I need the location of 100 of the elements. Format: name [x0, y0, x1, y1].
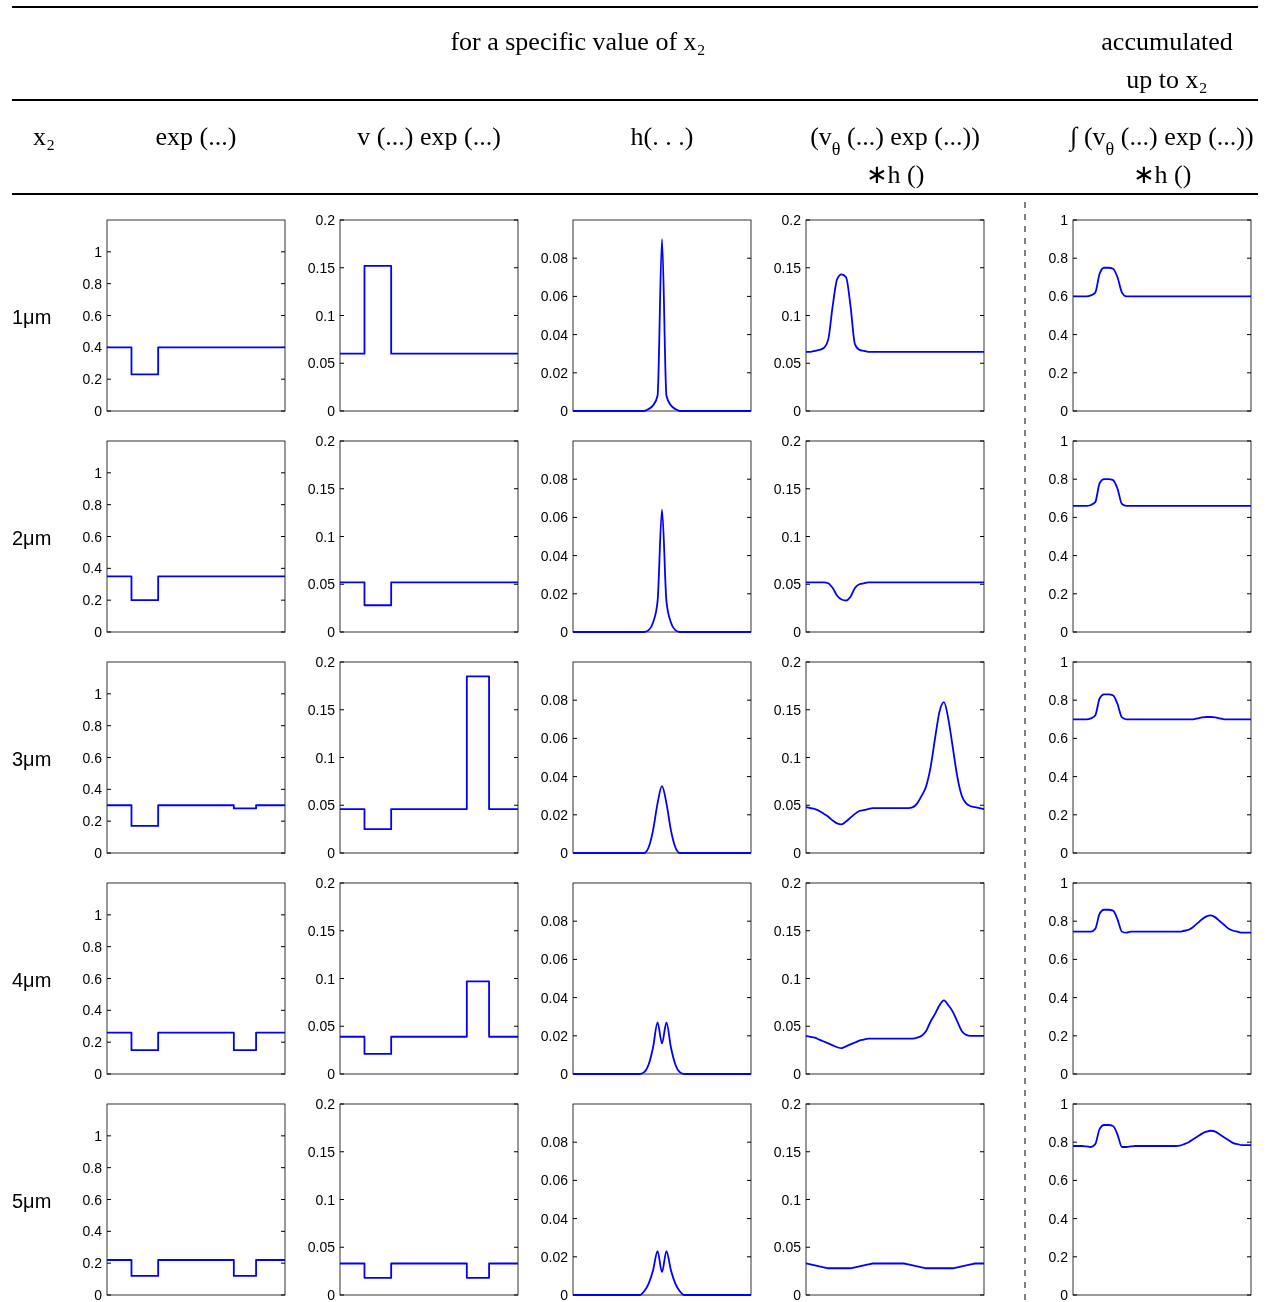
- y-tick-label: 0.2: [82, 1034, 103, 1051]
- y-tick-label: 0.15: [773, 1143, 802, 1160]
- line-series: [1072, 1124, 1252, 1148]
- y-tick-label: 0.8: [1048, 692, 1069, 709]
- y-tick-label: 0.2: [1048, 1248, 1069, 1265]
- y-tick-label: 0: [793, 403, 802, 419]
- y-tick-label: 0.1: [315, 528, 336, 545]
- y-tick-label: 0.6: [82, 749, 103, 766]
- line-series: [805, 999, 985, 1050]
- y-tick-label: 0.8: [1048, 1134, 1069, 1151]
- y-axis-title: 4μm: [12, 968, 52, 991]
- y-tick-label: 0.06: [540, 730, 569, 747]
- y-tick-label: 0.06: [540, 1172, 569, 1189]
- y-tick-label: 0: [793, 1066, 802, 1082]
- y-tick-label: 0.04: [540, 1210, 569, 1227]
- text: for a specific value of x₂: [450, 27, 706, 56]
- y-tick-label: 0: [793, 624, 802, 640]
- y-tick-label: 0.1: [781, 307, 802, 324]
- chart-title: exp (...): [155, 122, 237, 151]
- y-tick-label: 0.4: [82, 1223, 103, 1240]
- y-tick-label: 0.04: [540, 326, 569, 343]
- y-tick-label: 0.02: [540, 585, 569, 602]
- y-tick-label: 0.6: [82, 970, 103, 987]
- y-tick-label: 0: [1060, 624, 1069, 640]
- y-tick-label: 0.15: [773, 922, 802, 939]
- line-series: [572, 1021, 752, 1075]
- chart-title: (v$_{θ}$ (...) exp (...)) ∗h (): [810, 122, 980, 189]
- y-tick-label: 0.1: [781, 1191, 802, 1208]
- y-axis-title: 1μm: [12, 305, 52, 328]
- y-tick-label: 0.2: [315, 212, 336, 228]
- y-tick-label: 1: [1060, 433, 1069, 449]
- y-tick-label: 0.08: [540, 913, 569, 930]
- y-tick-label: 0: [560, 845, 569, 861]
- y-tick-label: 0.8: [82, 275, 103, 292]
- line-series: [572, 238, 752, 412]
- y-tick-label: 1: [94, 906, 103, 923]
- y-tick-label: 0.4: [1048, 1210, 1069, 1227]
- y-axis-title: 3μm: [12, 747, 52, 770]
- y-tick-label: 0.2: [82, 813, 103, 830]
- y-tick-label: 0.4: [82, 1002, 103, 1019]
- y-tick-label: 0: [94, 624, 103, 640]
- y-tick-label: 0.05: [773, 1239, 802, 1256]
- y-tick-label: 0: [94, 845, 103, 861]
- y-tick-label: 0.05: [307, 576, 336, 593]
- line-series: [805, 273, 985, 353]
- y-tick-label: 0: [1060, 1287, 1069, 1302]
- y-tick-label: 0.15: [773, 259, 802, 276]
- y-tick-label: 0.1: [315, 749, 336, 766]
- y-tick-label: 0: [94, 403, 103, 419]
- y-tick-label: 0: [560, 1066, 569, 1082]
- line-series: [805, 701, 985, 826]
- y-tick-label: 0.15: [773, 480, 802, 497]
- y-tick-label: 1: [1060, 875, 1069, 891]
- y-tick-label: 0.4: [1048, 547, 1069, 564]
- y-tick-label: 0.06: [540, 288, 569, 305]
- y-tick-label: 0: [793, 1287, 802, 1302]
- y-tick-label: 0.2: [315, 654, 336, 670]
- y-tick-label: 0.15: [307, 922, 336, 939]
- y-tick-label: 0.2: [82, 1255, 103, 1272]
- y-tick-label: 0: [560, 1287, 569, 1302]
- y-tick-label: 0.4: [82, 560, 103, 577]
- y-tick-label: 0: [560, 624, 569, 640]
- y-tick-label: 1: [94, 685, 103, 702]
- y-tick-label: 0.02: [540, 1027, 569, 1044]
- y-tick-label: 0: [94, 1066, 103, 1082]
- y-tick-label: 0.15: [307, 480, 336, 497]
- y-tick-label: 0.08: [540, 1134, 569, 1151]
- y-tick-label: 0.6: [82, 528, 103, 545]
- y-tick-label: 0.6: [1048, 951, 1069, 968]
- line-series: [1072, 693, 1252, 721]
- y-tick-label: 0: [327, 845, 336, 861]
- y-tick-label: 0.05: [307, 355, 336, 372]
- chart-title: ∫ (v$_{θ}$ (...) exp (...)) ∗h (): [1068, 122, 1254, 189]
- y-tick-label: 0.15: [307, 1143, 336, 1160]
- y-tick-label: 1: [1060, 654, 1069, 670]
- y-tick-label: 1: [94, 1127, 103, 1144]
- y-tick-label: 0.05: [307, 1239, 336, 1256]
- y-tick-label: 0.4: [1048, 326, 1069, 343]
- chart-title: v (...) exp (...): [357, 122, 501, 151]
- y-tick-label: 0.2: [781, 433, 802, 449]
- y-tick-label: 0.6: [82, 1191, 103, 1208]
- y-axis-title: 5μm: [12, 1189, 52, 1212]
- y-tick-label: 0.04: [540, 547, 569, 564]
- y-tick-label: 0.08: [540, 692, 569, 709]
- y-tick-label: 0.05: [773, 355, 802, 372]
- text: accumulated up to x₂: [1101, 27, 1233, 94]
- text: x₂: [32, 122, 56, 151]
- y-tick-label: 0.04: [540, 989, 569, 1006]
- y-tick-label: 0: [327, 624, 336, 640]
- y-tick-label: 1: [1060, 1096, 1069, 1112]
- y-tick-label: 0.2: [82, 371, 103, 388]
- y-tick-label: 0.2: [1048, 1027, 1069, 1044]
- y-tick-label: 0.02: [540, 806, 569, 823]
- y-tick-label: 0.6: [1048, 730, 1069, 747]
- y-tick-label: 0.4: [1048, 768, 1069, 785]
- y-tick-label: 0.2: [781, 212, 802, 228]
- y-tick-label: 1: [94, 243, 103, 260]
- y-tick-label: 0.1: [315, 307, 336, 324]
- y-tick-label: 0.4: [1048, 989, 1069, 1006]
- y-tick-label: 0.2: [315, 433, 336, 449]
